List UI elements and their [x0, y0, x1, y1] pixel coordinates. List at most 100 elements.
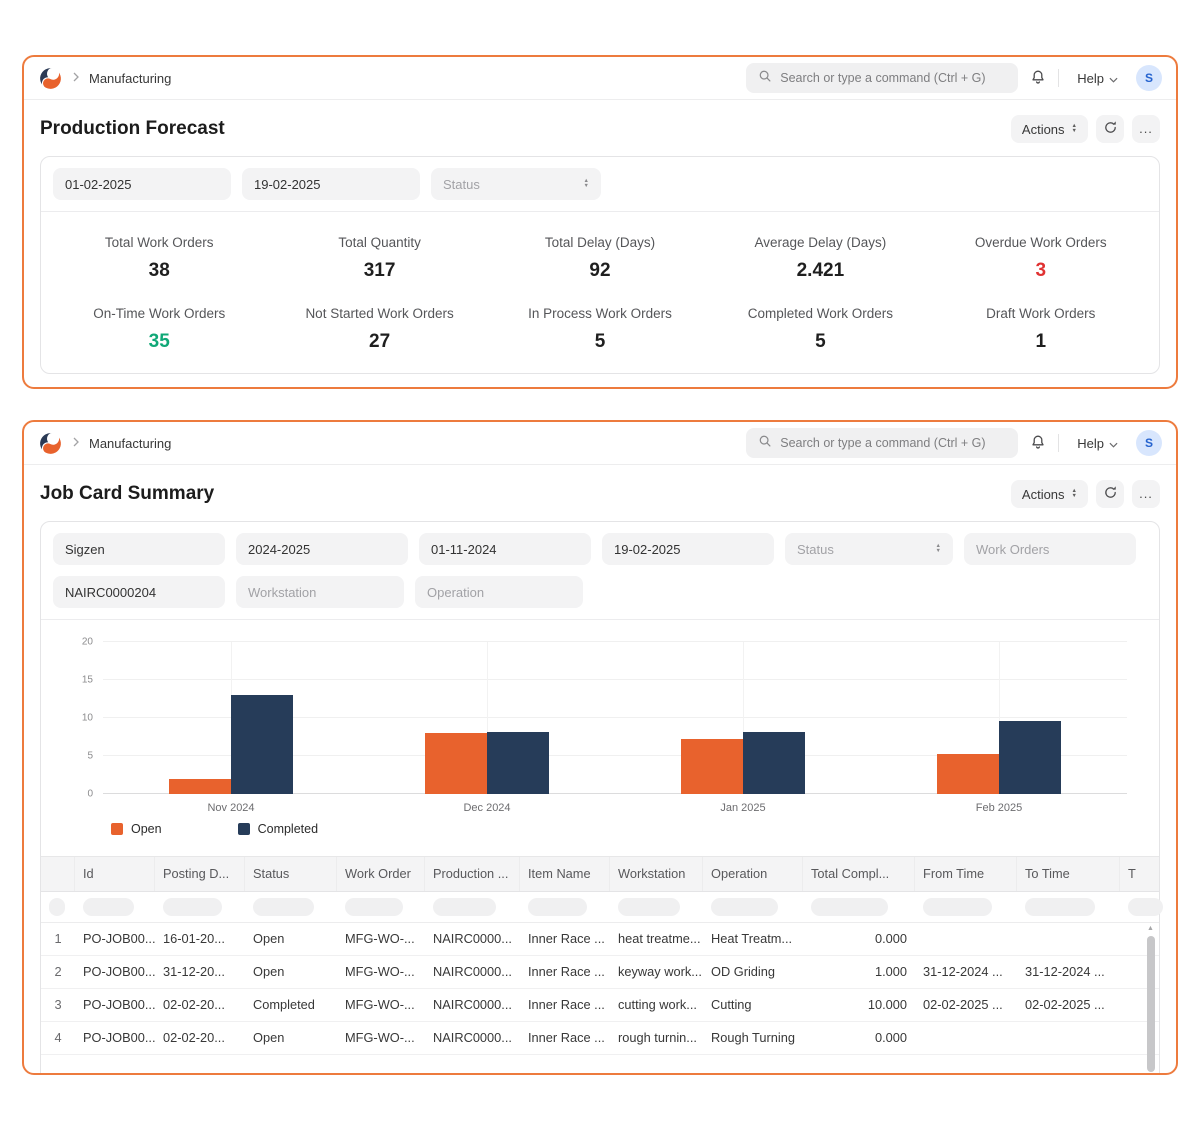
- global-search-input[interactable]: Search or type a command (Ctrl + G): [746, 63, 1019, 93]
- user-avatar[interactable]: S: [1136, 430, 1162, 456]
- column-filter-input[interactable]: [528, 898, 588, 916]
- column-filter-input[interactable]: [1025, 898, 1095, 916]
- from-date-filter[interactable]: [53, 168, 231, 200]
- column-header-t[interactable]: T: [1120, 857, 1176, 891]
- scroll-up-icon[interactable]: ▲: [1147, 925, 1154, 932]
- column-header-index[interactable]: [41, 857, 75, 891]
- table-row-3[interactable]: 3 PO-JOB00... 02-02-20... Completed MFG-WO-.…: [41, 989, 1159, 1022]
- notifications-bell-button[interactable]: [1030, 69, 1046, 88]
- cell: PO-JOB00...: [83, 1030, 155, 1045]
- y-tick-label: 5: [87, 750, 93, 762]
- refresh-icon: [1103, 120, 1118, 138]
- column-filter-input[interactable]: [253, 898, 314, 916]
- column-filter-input[interactable]: [49, 898, 65, 916]
- cell: [915, 923, 1017, 955]
- cell: 31-12-2024 ...: [923, 964, 1003, 979]
- breadcrumb-manufacturing[interactable]: Manufacturing: [89, 70, 172, 86]
- job-card-table: Id Posting D... Status Work Order Production…: [41, 856, 1164, 1073]
- table-row-1[interactable]: 1 PO-JOB00... 16-01-20... Open MFG-WO-... NAI…: [41, 923, 1159, 956]
- refresh-button[interactable]: [1096, 115, 1124, 143]
- column-header-posting-d-[interactable]: Posting D...: [155, 857, 245, 891]
- cell: Heat Treatm...: [711, 931, 793, 946]
- column-filter-input[interactable]: [83, 898, 135, 916]
- column-filter-input[interactable]: [811, 898, 888, 916]
- table-row-4[interactable]: 4 PO-JOB00... 02-02-20... Open MFG-WO-... NAI…: [41, 1022, 1159, 1055]
- app-logo-icon[interactable]: [38, 66, 63, 91]
- stat-value: 92: [589, 260, 611, 281]
- table-row-empty: [41, 1055, 1159, 1073]
- breadcrumb: Manufacturing: [38, 431, 171, 456]
- page-header: Production Forecast Actions ▲ ▼ ...: [24, 100, 1176, 156]
- cell: [1017, 1055, 1120, 1073]
- column-header-workstation[interactable]: Workstation: [610, 857, 703, 891]
- table-header-row: Id Posting D... Status Work Order Production…: [41, 857, 1159, 892]
- cell: 1.000: [874, 964, 907, 979]
- workstation-filter[interactable]: [236, 576, 404, 608]
- column-filter-input[interactable]: [923, 898, 992, 916]
- status-filter[interactable]: Status ▲ ▼: [431, 168, 601, 200]
- help-menu-button[interactable]: Help: [1071, 70, 1124, 87]
- company-filter[interactable]: [53, 533, 225, 565]
- cell: Inner Race ...: [528, 931, 605, 946]
- stat-total-work-orders: Total Work Orders 38: [49, 235, 269, 282]
- table-row-2[interactable]: 2 PO-JOB00... 31-12-20... Open MFG-WO-... NAI…: [41, 956, 1159, 989]
- to-date-filter[interactable]: [602, 533, 774, 565]
- column-header-status[interactable]: Status: [245, 857, 337, 891]
- stat-value: 35: [148, 331, 170, 352]
- more-menu-button[interactable]: ...: [1132, 115, 1160, 143]
- app-logo-icon[interactable]: [38, 431, 63, 456]
- operation-filter[interactable]: [415, 576, 583, 608]
- work-orders-filter[interactable]: [964, 533, 1136, 565]
- scrollbar-thumb[interactable]: [1146, 936, 1155, 1072]
- fiscal-year-filter[interactable]: [236, 533, 408, 565]
- column-filter-input[interactable]: [711, 898, 779, 916]
- column-filter-input[interactable]: [345, 898, 403, 916]
- select-caret-icon: ▲ ▼: [583, 178, 589, 189]
- cell: 0.000: [874, 931, 907, 946]
- select-caret-icon: ▲ ▼: [935, 543, 941, 554]
- cell: 16-01-20...: [163, 931, 225, 946]
- stat-average-delay-days-: Average Delay (Days) 2.421: [710, 235, 930, 282]
- table-scrollbar[interactable]: ▲: [1145, 925, 1156, 1073]
- to-date-filter[interactable]: [242, 168, 420, 200]
- stat-on-time-work-orders: On-Time Work Orders 35: [49, 306, 269, 353]
- refresh-button[interactable]: [1096, 480, 1124, 508]
- item-code-filter[interactable]: [53, 576, 225, 608]
- column-filter-input[interactable]: [433, 898, 497, 916]
- more-menu-button[interactable]: ...: [1132, 480, 1160, 508]
- column-filter-cell: [337, 892, 425, 922]
- column-header-to-time[interactable]: To Time: [1017, 857, 1120, 891]
- chevron-right-icon: [73, 69, 79, 87]
- column-filter-cell: [1120, 892, 1176, 922]
- column-filter-input[interactable]: [163, 898, 223, 916]
- bar-completed-jan-2025: [743, 731, 805, 794]
- from-date-filter[interactable]: [419, 533, 591, 565]
- breadcrumb-manufacturing[interactable]: Manufacturing: [89, 435, 172, 451]
- column-filter-input[interactable]: [618, 898, 680, 916]
- stat-completed-work-orders: Completed Work Orders 5: [710, 306, 930, 353]
- global-search-input[interactable]: Search or type a command (Ctrl + G): [746, 428, 1019, 458]
- status-filter[interactable]: Status ▲ ▼: [785, 533, 953, 565]
- user-avatar[interactable]: S: [1136, 65, 1162, 91]
- column-filter-cell: [703, 892, 803, 922]
- column-header-operation[interactable]: Operation: [703, 857, 803, 891]
- actions-dropdown-button[interactable]: Actions ▲ ▼: [1010, 480, 1088, 508]
- column-header-item-name[interactable]: Item Name: [520, 857, 610, 891]
- stat-label: On-Time Work Orders: [93, 306, 226, 321]
- stat-value: 27: [369, 331, 391, 352]
- help-menu-button[interactable]: Help: [1071, 435, 1124, 452]
- x-tick-label: Dec 2024: [463, 802, 511, 814]
- notifications-bell-button[interactable]: [1030, 434, 1046, 453]
- column-header-total-compl-[interactable]: Total Compl...: [803, 857, 915, 891]
- column-header-work-order[interactable]: Work Order: [337, 857, 425, 891]
- header-actions: Actions ▲ ▼ ...: [1010, 115, 1160, 143]
- x-tick-label: Feb 2025: [975, 802, 1023, 814]
- divider: [41, 619, 1159, 620]
- cell: 02-02-2025 ...: [923, 997, 1003, 1012]
- column-header-from-time[interactable]: From Time: [915, 857, 1017, 891]
- actions-dropdown-button[interactable]: Actions ▲ ▼: [1010, 115, 1088, 143]
- column-header-id[interactable]: Id: [75, 857, 155, 891]
- column-header-production-[interactable]: Production ...: [425, 857, 520, 891]
- cell: Open: [253, 1030, 285, 1045]
- column-filter-input[interactable]: [1128, 898, 1164, 916]
